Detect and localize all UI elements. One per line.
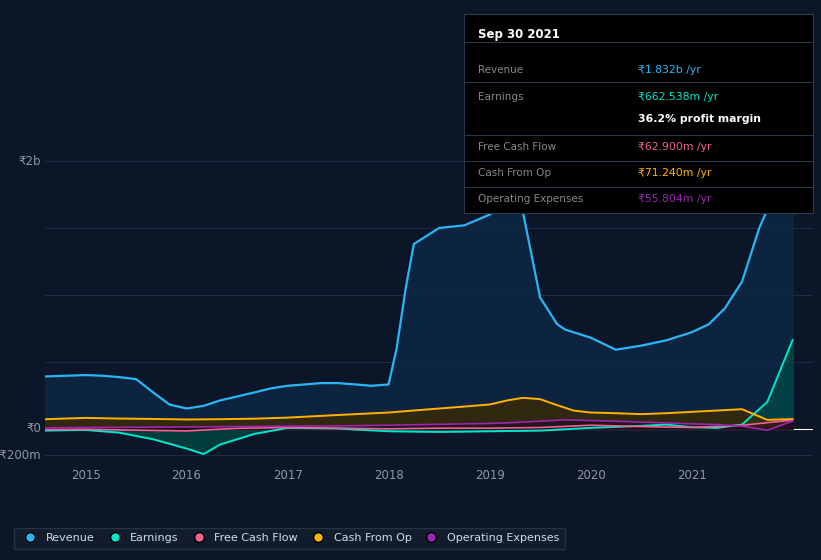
Text: 36.2% profit margin: 36.2% profit margin [639, 114, 761, 124]
Text: Cash From Op: Cash From Op [478, 168, 551, 178]
Text: ₹71.240m /yr: ₹71.240m /yr [639, 168, 712, 178]
Text: Earnings: Earnings [478, 92, 523, 102]
Text: ₹662.538m /yr: ₹662.538m /yr [639, 92, 718, 102]
Text: Free Cash Flow: Free Cash Flow [478, 142, 556, 152]
Text: ₹0: ₹0 [26, 422, 41, 435]
Legend: Revenue, Earnings, Free Cash Flow, Cash From Op, Operating Expenses: Revenue, Earnings, Free Cash Flow, Cash … [14, 528, 565, 549]
Text: ₹55.804m /yr: ₹55.804m /yr [639, 194, 712, 204]
Text: Revenue: Revenue [478, 64, 523, 74]
Text: ₹62.900m /yr: ₹62.900m /yr [639, 142, 712, 152]
Text: Sep 30 2021: Sep 30 2021 [478, 28, 560, 41]
Text: ₹2b: ₹2b [19, 155, 41, 167]
Text: Operating Expenses: Operating Expenses [478, 194, 583, 204]
Text: -₹200m: -₹200m [0, 449, 41, 462]
Text: ₹1.832b /yr: ₹1.832b /yr [639, 64, 701, 74]
